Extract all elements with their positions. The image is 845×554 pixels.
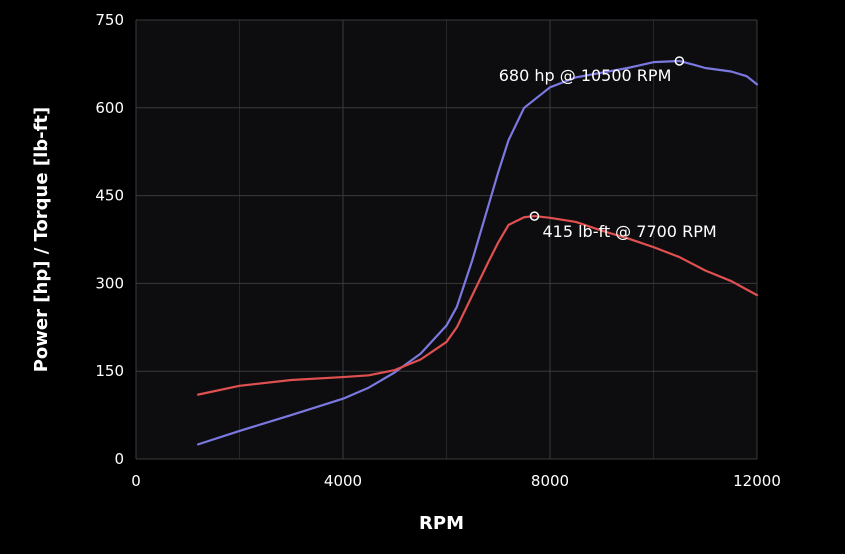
x-axis-title: RPM — [419, 513, 464, 534]
x-tick-label: 0 — [131, 472, 141, 490]
power-line — [197, 59, 759, 446]
y-axis-title: Power [hp] / Torque [lb-ft] — [31, 107, 52, 373]
x-tick-label: 4000 — [324, 472, 362, 490]
y-tick-label: 750 — [95, 11, 124, 29]
power_peak-label: 680 hp @ 10500 RPM — [499, 66, 672, 85]
y-tick-label: 300 — [95, 274, 124, 292]
y-tick-label: 450 — [95, 187, 124, 205]
y-tick-label: 150 — [95, 362, 124, 380]
torque_peak-label: 415 lb-ft @ 7700 RPM — [542, 222, 716, 241]
x-tick-label: 8000 — [531, 472, 569, 490]
y-tick-label: 0 — [114, 450, 124, 468]
torque_peak-marker — [529, 211, 540, 221]
x-tick-label: 12000 — [733, 472, 781, 490]
y-tick-label: 600 — [95, 99, 124, 117]
power_peak-marker — [674, 56, 685, 66]
torque-line — [197, 214, 759, 396]
